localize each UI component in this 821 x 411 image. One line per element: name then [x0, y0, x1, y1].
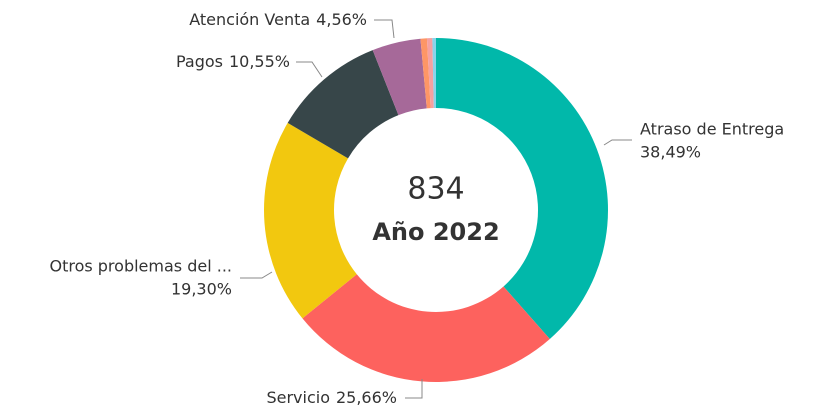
donut-segment [432, 38, 436, 109]
leader-line [603, 139, 632, 146]
segment-label: Atención Venta [189, 10, 310, 29]
donut-segment [372, 38, 427, 116]
segment-label-group: Atención Venta 4,56% [189, 10, 367, 29]
donut-segment [302, 274, 550, 382]
leader-line [296, 61, 323, 78]
segment-label: Pagos [176, 52, 223, 71]
segment-label-group: Pagos 10,55% [176, 52, 290, 71]
center-total: 834 [407, 172, 464, 207]
donut-segment [426, 38, 434, 109]
segment-label-group: Servicio 25,66% [266, 388, 397, 407]
segment-label: Otros problemas del ... [49, 257, 232, 276]
center-label: Año 2022 [372, 218, 499, 246]
donut-segment [264, 122, 357, 319]
segment-label: Atraso de Entrega [640, 120, 784, 139]
segment-value-label: 4,56% [316, 10, 367, 29]
donut-segment [420, 38, 431, 109]
leader-line [374, 19, 395, 39]
donut-segment [287, 50, 399, 159]
segment-value-label: 10,55% [229, 52, 290, 71]
donut-segment [436, 38, 608, 339]
segment-value-label: 25,66% [336, 388, 397, 407]
segment-value-label: 38,49% [640, 143, 701, 162]
leader-line [240, 271, 273, 279]
segment-label: Servicio [266, 388, 330, 407]
leader-line [405, 379, 423, 399]
segment-value-label: 19,30% [171, 280, 232, 299]
